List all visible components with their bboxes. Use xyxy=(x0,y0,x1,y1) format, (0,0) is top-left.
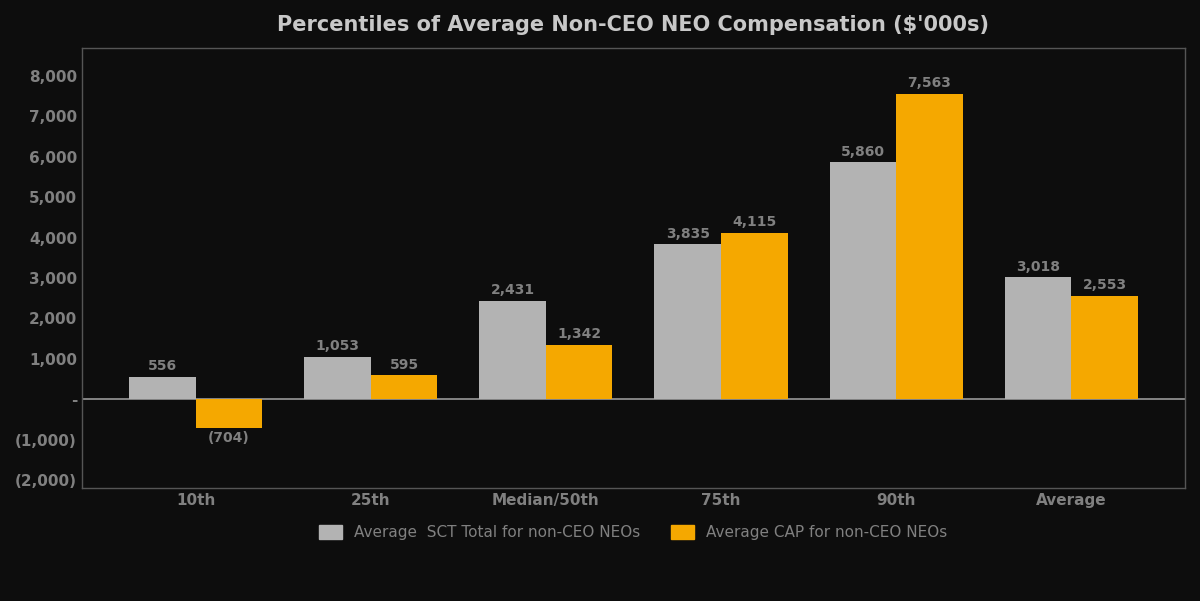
Text: 4,115: 4,115 xyxy=(732,215,776,230)
Text: (704): (704) xyxy=(208,432,250,445)
Text: 1,342: 1,342 xyxy=(557,328,601,341)
Text: 3,018: 3,018 xyxy=(1016,260,1060,273)
Bar xyxy=(305,357,371,399)
Bar xyxy=(130,377,196,399)
Bar xyxy=(654,244,721,399)
Bar xyxy=(371,375,437,399)
Text: 595: 595 xyxy=(390,358,419,371)
Bar xyxy=(479,301,546,399)
Text: 7,563: 7,563 xyxy=(907,76,952,90)
Bar xyxy=(1004,277,1072,399)
Bar xyxy=(546,345,612,399)
Text: 5,860: 5,860 xyxy=(841,145,884,159)
Bar xyxy=(196,399,263,428)
Legend: Average  SCT Total for non-CEO NEOs, Average CAP for non-CEO NEOs: Average SCT Total for non-CEO NEOs, Aver… xyxy=(313,519,954,546)
Text: 1,053: 1,053 xyxy=(316,339,360,353)
Title: Percentiles of Average Non-CEO NEO Compensation ($'000s): Percentiles of Average Non-CEO NEO Compe… xyxy=(277,15,990,35)
Bar xyxy=(829,162,896,399)
Text: 2,553: 2,553 xyxy=(1082,278,1127,293)
Bar xyxy=(1072,296,1138,399)
Text: 556: 556 xyxy=(148,359,176,373)
Text: 2,431: 2,431 xyxy=(491,284,535,297)
Text: 3,835: 3,835 xyxy=(666,227,709,240)
Bar xyxy=(896,94,962,399)
Bar xyxy=(721,233,787,399)
